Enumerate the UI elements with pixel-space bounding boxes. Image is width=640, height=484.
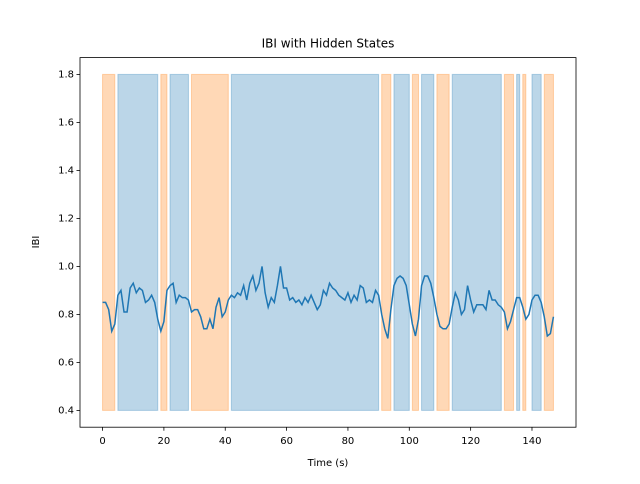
state-span <box>411 73 419 411</box>
x-tick-label: 60 <box>280 436 293 447</box>
state-span <box>160 73 168 411</box>
state-span <box>191 73 229 411</box>
state-span <box>531 73 542 411</box>
chart-title: IBI with Hidden States <box>262 37 395 51</box>
state-span <box>230 73 380 411</box>
y-tick-label: 1.8 <box>58 69 74 80</box>
y-tick-label: 1.0 <box>58 261 74 272</box>
x-tick-label: 40 <box>219 436 232 447</box>
x-tick-label: 120 <box>461 436 480 447</box>
state-span <box>169 73 189 411</box>
state-span <box>117 73 159 411</box>
y-tick-label: 0.6 <box>58 357 74 368</box>
state-span <box>543 73 554 411</box>
x-tick-label: 100 <box>400 436 419 447</box>
y-axis-label: IBI <box>31 236 42 249</box>
x-tick-label: 140 <box>522 436 541 447</box>
state-span <box>522 73 527 411</box>
x-tick-label: 80 <box>342 436 355 447</box>
state-span <box>421 73 435 411</box>
y-tick-label: 0.8 <box>58 309 74 320</box>
state-span <box>503 73 515 411</box>
state-span <box>381 73 392 411</box>
y-tick-label: 1.4 <box>58 165 74 176</box>
x-axis-label: Time (s) <box>307 458 349 469</box>
x-tick-label: 20 <box>158 436 171 447</box>
state-span <box>102 73 116 411</box>
state-span <box>451 73 502 411</box>
ibi-line <box>102 266 555 339</box>
state-span <box>393 73 410 411</box>
state-span <box>516 73 521 411</box>
x-tick-label: 0 <box>99 436 105 447</box>
axes-frame <box>79 57 577 428</box>
y-tick-label: 1.6 <box>58 117 74 128</box>
y-tick-label: 0.4 <box>58 405 74 416</box>
y-tick-label: 1.2 <box>58 213 74 224</box>
state-span <box>436 73 450 411</box>
